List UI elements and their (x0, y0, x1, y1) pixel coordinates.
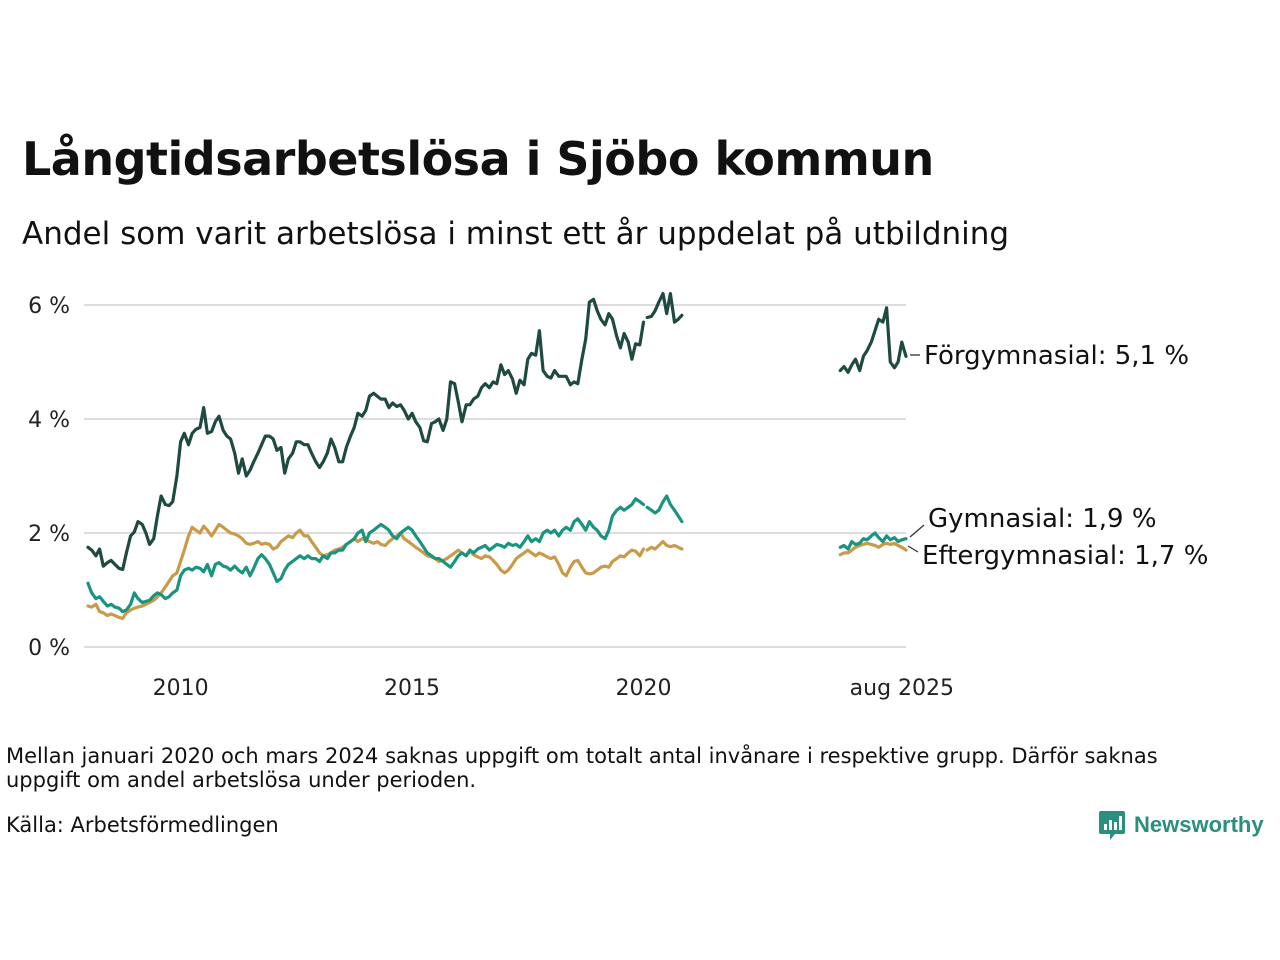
x-tick-label: 2015 (384, 676, 440, 701)
end-label-eftergymnasial: Eftergymnasial: 1,7 % (922, 541, 1208, 571)
line-chart: 0 % 2 % 4 % 6 % 2010 2015 2020 aug 2025 Förgym… (28, 292, 1208, 701)
bar-chart-speech-icon (1099, 811, 1125, 840)
series-line-eftergymnasial-1 (645, 540, 684, 552)
series-line-förgymnasial-2 (838, 306, 908, 374)
brand-logo: Newsworthy (1098, 808, 1264, 842)
chart-title: Långtidsarbetslösa i Sjöbo kommun (22, 132, 934, 186)
series-line-gymnasial-2 (838, 531, 908, 551)
series-line-gymnasial-0 (86, 497, 646, 614)
y-tick-label: 6 % (28, 294, 70, 319)
y-tick-label: 4 % (28, 408, 70, 433)
leader-line (909, 524, 925, 538)
x-axis-ticks: 2010 2015 2020 aug 2025 (153, 676, 954, 701)
brand-name: Newsworthy (1134, 812, 1264, 837)
series-line-förgymnasial-1 (645, 292, 684, 324)
series-lines (86, 292, 908, 621)
x-tick-label: 2010 (153, 676, 209, 701)
gridlines (84, 304, 906, 648)
footnote: Mellan januari 2020 och mars 2024 saknas… (6, 744, 1158, 792)
source-credit: Källa: Arbetsförmedlingen (6, 813, 279, 837)
y-tick-label: 0 % (28, 636, 70, 661)
series-line-eftergymnasial-2 (838, 541, 908, 557)
x-tick-label: 2020 (616, 676, 672, 701)
end-labels: Förgymnasial: 5,1 % Gymnasial: 1,9 % Efter… (907, 341, 1208, 571)
y-axis-ticks: 0 % 2 % 4 % 6 % (28, 294, 70, 661)
leader-line (907, 545, 919, 553)
series-line-gymnasial-1 (645, 494, 684, 524)
end-label-gymnasial: Gymnasial: 1,9 % (928, 504, 1157, 534)
series-line-förgymnasial-0 (86, 297, 646, 572)
y-tick-label: 2 % (28, 522, 70, 547)
end-label-förgymnasial: Förgymnasial: 5,1 % (924, 341, 1189, 371)
chart-subtitle: Andel som varit arbetslösa i minst ett å… (22, 216, 1010, 252)
x-tick-label: aug 2025 (850, 676, 954, 701)
